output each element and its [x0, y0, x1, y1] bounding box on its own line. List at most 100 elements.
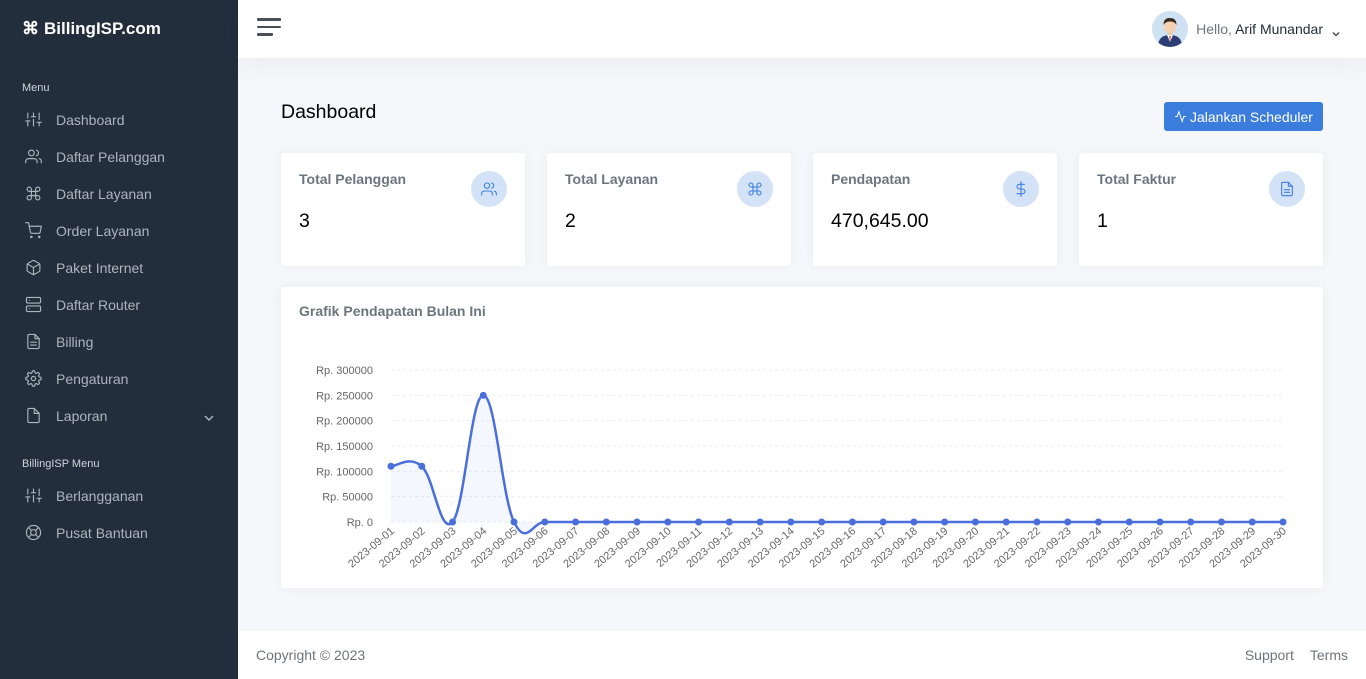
data-point: [602, 518, 610, 526]
sidebar-item-daftar-layanan[interactable]: Daftar Layanan: [0, 175, 238, 212]
run-scheduler-button[interactable]: Jalankan Scheduler: [1164, 102, 1323, 131]
sidebar-item-berlangganan[interactable]: Berlangganan: [0, 477, 238, 514]
data-point: [664, 518, 672, 526]
avatar: [1152, 11, 1189, 47]
file-text-icon: [25, 333, 42, 350]
data-point: [1002, 518, 1010, 526]
data-point: [418, 462, 426, 470]
chart-title: Grafik Pendapatan Bulan Ini: [299, 303, 486, 319]
lifebuoy-icon: [25, 524, 42, 541]
chevron-down-icon: [1332, 25, 1340, 37]
sidebar-item-label: Order Layanan: [56, 222, 150, 239]
data-point: [725, 518, 733, 526]
data-point: [818, 518, 826, 526]
data-point: [848, 518, 856, 526]
data-point: [1187, 518, 1195, 526]
user-dropdown[interactable]: Hello, Arif Munandar: [1152, 11, 1340, 47]
hamburger-menu-icon[interactable]: [257, 18, 281, 40]
sidebar-item-dashboard[interactable]: Dashboard: [0, 101, 238, 138]
data-point: [1064, 518, 1072, 526]
users-icon: [25, 148, 42, 165]
data-point: [910, 518, 918, 526]
data-point: [695, 518, 703, 526]
sidebar-item-billing[interactable]: Billing: [0, 323, 238, 360]
data-point: [510, 518, 518, 526]
sidebar-item-laporan[interactable]: Laporan: [0, 397, 238, 434]
sidebar-item-daftar-router[interactable]: Daftar Router: [0, 286, 238, 323]
stat-label: Total Layanan: [565, 171, 659, 187]
data-point: [633, 518, 641, 526]
sliders-icon: [25, 487, 42, 504]
data-point: [1248, 518, 1256, 526]
sidebar-item-label: Daftar Pelanggan: [56, 148, 165, 165]
activity-icon: [1175, 110, 1186, 123]
sidebar-item-label: Laporan: [56, 407, 108, 424]
series-line: [390, 394, 1283, 535]
sidebar-item-daftar-pelanggan[interactable]: Daftar Pelanggan: [0, 138, 238, 175]
sidebar-menu2-header: BillingISP Menu: [22, 458, 100, 470]
footer-links: Support Terms: [1245, 647, 1348, 663]
sidebar-item-order-layanan[interactable]: Order Layanan: [0, 212, 238, 249]
gear-icon: [25, 370, 42, 387]
sliders-icon: [25, 111, 42, 128]
y-tick-label: Rp. 250000: [316, 390, 373, 402]
y-tick-label: Rp. 200000: [316, 416, 373, 428]
data-point: [1125, 518, 1133, 526]
data-point: [971, 518, 979, 526]
data-point: [1156, 518, 1164, 526]
sidebar-item-label: Daftar Router: [56, 296, 141, 313]
stat-value: 470,645.00: [831, 210, 929, 232]
sidebar-item-label: Pusat Bantuan: [56, 524, 148, 541]
terms-link[interactable]: Terms: [1309, 647, 1348, 663]
footer: Copyright © 2023 Support Terms: [238, 631, 1366, 679]
run-scheduler-label: Jalankan Scheduler: [1190, 108, 1313, 125]
data-point: [941, 518, 949, 526]
data-point: [387, 462, 395, 470]
series-area: [391, 395, 1283, 534]
data-point: [572, 518, 580, 526]
revenue-line-chart: Rp. 0 Rp. 50000 Rp. 100000 Rp. 150000 Rp. 20…: [316, 365, 1289, 570]
y-tick-label: Rp. 0: [347, 517, 373, 529]
stat-card-pendapatan: Pendapatan 470,645.00: [813, 153, 1057, 266]
data-point: [879, 518, 887, 526]
cart-icon: [25, 222, 42, 239]
sidebar-item-label: Paket Internet: [56, 259, 144, 276]
sidebar-item-pusat-bantuan[interactable]: Pusat Bantuan: [0, 514, 238, 551]
sidebar-item-label: Pengaturan: [56, 370, 129, 387]
stat-card-total-faktur: Total Faktur 1: [1079, 153, 1323, 266]
data-point: [787, 518, 795, 526]
data-point: [1279, 518, 1287, 526]
sidebar-item-label: Berlangganan: [56, 487, 144, 504]
brand-logo[interactable]: ⌘ BillingISP.com: [22, 19, 161, 39]
stat-value: 2: [565, 210, 576, 232]
y-tick-label: Rp. 150000: [316, 441, 373, 453]
sidebar-menu-header: Menu: [22, 82, 50, 94]
stat-value: 3: [299, 210, 310, 232]
y-tick-label: Rp. 100000: [316, 466, 373, 478]
stat-label: Pendapatan: [831, 171, 911, 187]
user-greeting: Hello, Arif Munandar: [1196, 21, 1323, 37]
command-icon: [737, 171, 773, 207]
stat-label: Total Faktur: [1097, 171, 1177, 187]
file-icon: [25, 407, 42, 424]
sidebar-item-label: Daftar Layanan: [56, 185, 152, 202]
data-point: [1094, 518, 1102, 526]
sidebar: ⌘ BillingISP.com Menu Dashboard Daftar P…: [0, 0, 238, 679]
package-icon: [25, 259, 42, 276]
copyright-text: Copyright © 2023: [256, 647, 366, 663]
data-point: [756, 518, 764, 526]
server-icon: [25, 296, 42, 313]
hello-text: Hello,: [1196, 21, 1232, 37]
support-link[interactable]: Support: [1244, 647, 1294, 663]
y-tick-label: Rp. 300000: [316, 365, 373, 377]
command-icon: ⌘: [22, 19, 39, 38]
sidebar-item-pengaturan[interactable]: Pengaturan: [0, 360, 238, 397]
sidebar-item-label: Billing: [56, 333, 94, 350]
page-title: Dashboard: [281, 101, 377, 123]
sidebar-item-paket-internet[interactable]: Paket Internet: [0, 249, 238, 286]
topbar: Hello, Arif Munandar: [238, 0, 1366, 58]
dollar-icon: [1003, 171, 1039, 207]
revenue-chart-card: Grafik Pendapatan Bulan Ini Rp. 0 Rp. 500…: [281, 287, 1323, 588]
stat-card-total-layanan: Total Layanan 2: [547, 153, 791, 266]
data-point: [449, 518, 457, 526]
